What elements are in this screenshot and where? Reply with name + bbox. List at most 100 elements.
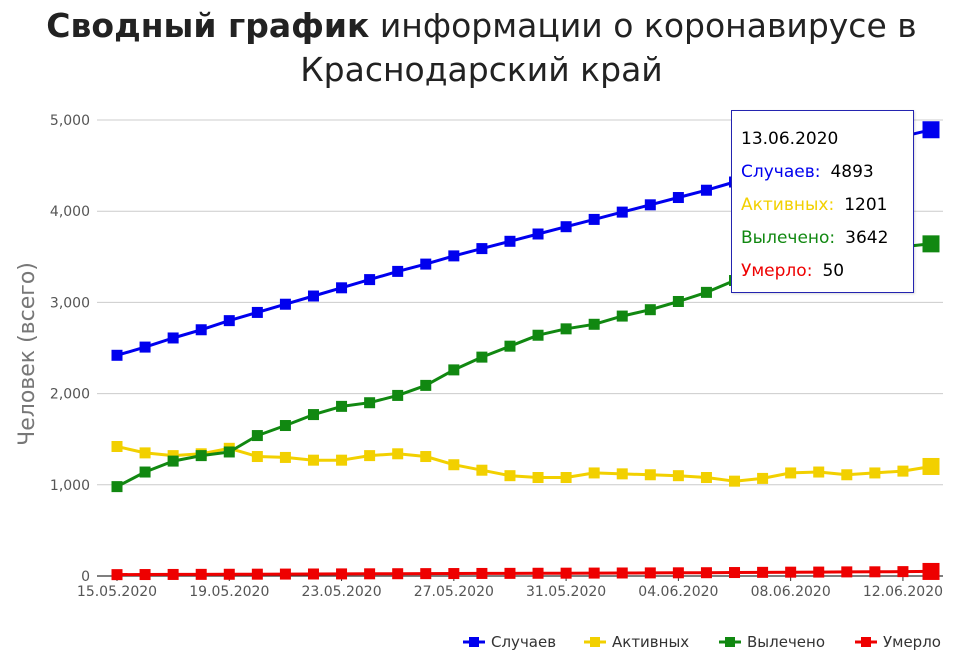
data-point-active xyxy=(897,465,909,477)
data-point-recovered xyxy=(251,430,263,442)
data-point-recovered xyxy=(420,379,432,391)
data-point-active xyxy=(588,467,600,479)
data-point-cases xyxy=(195,324,207,336)
data-point-deaths xyxy=(922,562,940,580)
data-point-active xyxy=(560,472,572,484)
data-point-cases xyxy=(167,332,179,344)
data-point-deaths xyxy=(757,566,769,578)
chart-title-rest: информации о коронавирусе в Краснодарски… xyxy=(300,6,917,89)
data-point-recovered xyxy=(195,450,207,462)
data-point-recovered xyxy=(279,420,291,432)
y-axis-ticks: 0 1,000 2,000 3,000 4,000 5,000 xyxy=(50,113,90,585)
data-point-deaths xyxy=(729,567,741,579)
tooltip-row-active: Активных: 1201 xyxy=(741,189,913,222)
data-point-deaths xyxy=(560,567,572,579)
x-tick-label: 31.05.2020 xyxy=(526,584,606,600)
y-tick-label: 5,000 xyxy=(50,113,90,129)
tooltip-value: 4893 xyxy=(830,162,874,182)
data-point-active xyxy=(700,472,712,484)
data-point-recovered xyxy=(139,466,151,478)
data-point-active xyxy=(532,472,544,484)
data-point-recovered xyxy=(167,455,179,467)
y-tick-label: 0 xyxy=(81,569,90,585)
data-point-cases xyxy=(223,315,235,327)
data-point-cases xyxy=(532,228,544,240)
data-point-deaths xyxy=(588,567,600,579)
data-point-cases xyxy=(364,274,376,286)
legend: Случаев Активных Вылечено Умерло xyxy=(463,633,941,651)
x-tick-label: 19.05.2020 xyxy=(189,584,269,600)
tooltip-row-recovered: Вылечено: 3642 xyxy=(741,222,913,255)
data-point-deaths xyxy=(644,567,656,579)
x-tick-label: 15.05.2020 xyxy=(77,584,157,600)
data-point-deaths xyxy=(700,567,712,579)
series-line-active xyxy=(116,445,932,483)
data-point-deaths xyxy=(785,566,797,578)
legend-swatch-marker xyxy=(861,637,871,647)
data-point-cases xyxy=(448,250,460,262)
data-point-deaths xyxy=(195,568,207,580)
data-point-deaths xyxy=(448,568,460,580)
data-tooltip: 13.06.2020 Случаев: 4893 Активных: 1201 Вы… xyxy=(731,110,914,293)
data-point-cases xyxy=(307,290,319,302)
chart-title-bold: Сводный график xyxy=(46,6,370,45)
tooltip-row-deaths: Умерло: 50 xyxy=(741,255,913,288)
data-point-recovered xyxy=(476,351,488,363)
data-point-cases xyxy=(111,349,123,361)
legend-label-deaths: Умерло xyxy=(883,633,941,651)
tooltip-value: 50 xyxy=(822,261,845,281)
data-point-active xyxy=(364,450,376,462)
data-point-recovered xyxy=(364,397,376,409)
data-point-deaths xyxy=(813,566,825,578)
data-point-active xyxy=(307,454,319,466)
data-point-recovered xyxy=(672,295,684,307)
data-point-active xyxy=(841,469,853,481)
data-point-deaths xyxy=(251,568,263,580)
x-tick-label: 27.05.2020 xyxy=(414,584,494,600)
legend-swatch-marker xyxy=(469,637,479,647)
data-point-deaths xyxy=(307,568,319,580)
data-point-cases xyxy=(588,213,600,225)
data-point-deaths xyxy=(476,567,488,579)
data-point-cases xyxy=(251,306,263,318)
data-point-deaths xyxy=(616,567,628,579)
series-deaths xyxy=(111,562,940,581)
data-point-active xyxy=(448,459,460,471)
data-point-cases xyxy=(922,121,940,139)
data-point-cases xyxy=(279,298,291,310)
data-point-recovered xyxy=(336,400,348,412)
tooltip-row-cases: Случаев: 4893 xyxy=(741,156,913,189)
data-point-deaths xyxy=(504,567,516,579)
data-point-deaths xyxy=(532,567,544,579)
x-tick-label: 23.05.2020 xyxy=(301,584,381,600)
data-point-deaths xyxy=(167,568,179,580)
data-point-cases xyxy=(672,192,684,204)
data-point-active xyxy=(644,469,656,481)
data-point-cases xyxy=(700,184,712,196)
data-point-recovered xyxy=(448,364,460,376)
chart-title: Сводный график информации о коронавирусе… xyxy=(0,4,963,92)
series-group xyxy=(111,121,940,581)
data-point-recovered xyxy=(588,318,600,330)
legend-label-cases: Случаев xyxy=(491,633,556,651)
data-point-deaths xyxy=(139,569,151,581)
data-point-recovered xyxy=(644,304,656,316)
data-point-active xyxy=(785,467,797,479)
data-point-cases xyxy=(139,341,151,353)
data-point-active xyxy=(139,447,151,459)
data-point-deaths xyxy=(841,566,853,578)
data-point-cases xyxy=(644,199,656,211)
data-point-deaths xyxy=(897,566,909,578)
data-point-active xyxy=(476,464,488,476)
data-point-active xyxy=(336,454,348,466)
data-point-active xyxy=(392,448,404,460)
legend-label-recovered: Вылечено xyxy=(747,633,825,651)
tooltip-value: 3642 xyxy=(845,228,889,248)
tooltip-value: 1201 xyxy=(844,195,888,215)
y-tick-label: 1,000 xyxy=(50,478,90,494)
data-point-cases xyxy=(616,206,628,218)
y-tick-label: 2,000 xyxy=(50,387,90,403)
data-point-cases xyxy=(504,235,516,247)
y-tick-label: 3,000 xyxy=(50,295,90,311)
